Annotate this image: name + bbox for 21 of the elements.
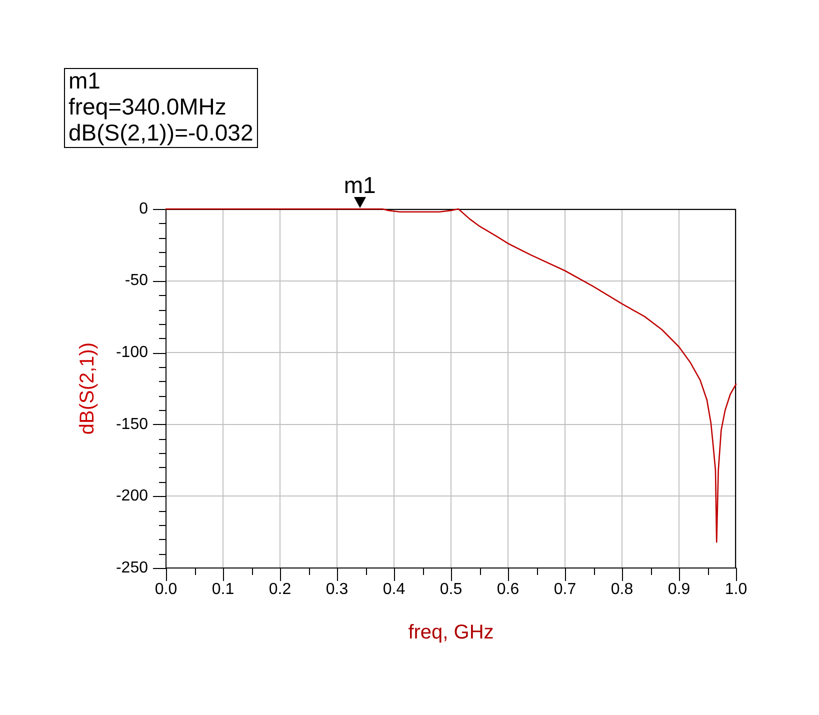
x-tick-label: 0.4: [382, 581, 406, 598]
x-tick-label: 0.9: [668, 581, 690, 598]
y-tick-label: -50: [124, 272, 148, 290]
x-tick-label: 0.2: [268, 581, 292, 598]
y-tick-label: -150: [116, 416, 148, 433]
x-tick-label: 0.0: [154, 581, 178, 598]
x-tick-label: 0.8: [610, 581, 634, 598]
y-tick-label: -200: [116, 488, 148, 505]
text: m1 freq=340.0MHz dB(S(2,1))=-0.032: [68, 68, 254, 146]
y-tick-label: -100: [116, 344, 148, 362]
x-tick-label: 0.5: [440, 581, 462, 598]
y-tick-label: 0: [139, 200, 148, 218]
x-tick-label: 0.1: [212, 581, 234, 598]
y-tick-label: -250: [116, 559, 148, 576]
x-tick-label: 0.3: [326, 581, 348, 598]
x-tick-label: 0.7: [554, 581, 576, 598]
y-axis-title: dB(S(2,1)): [76, 342, 99, 435]
x-tick-label: 1.0: [724, 581, 748, 598]
annotation: m1: [344, 172, 376, 198]
x-tick-label: 0.6: [496, 581, 520, 598]
x-axis-title: freq, GHz: [408, 622, 494, 644]
